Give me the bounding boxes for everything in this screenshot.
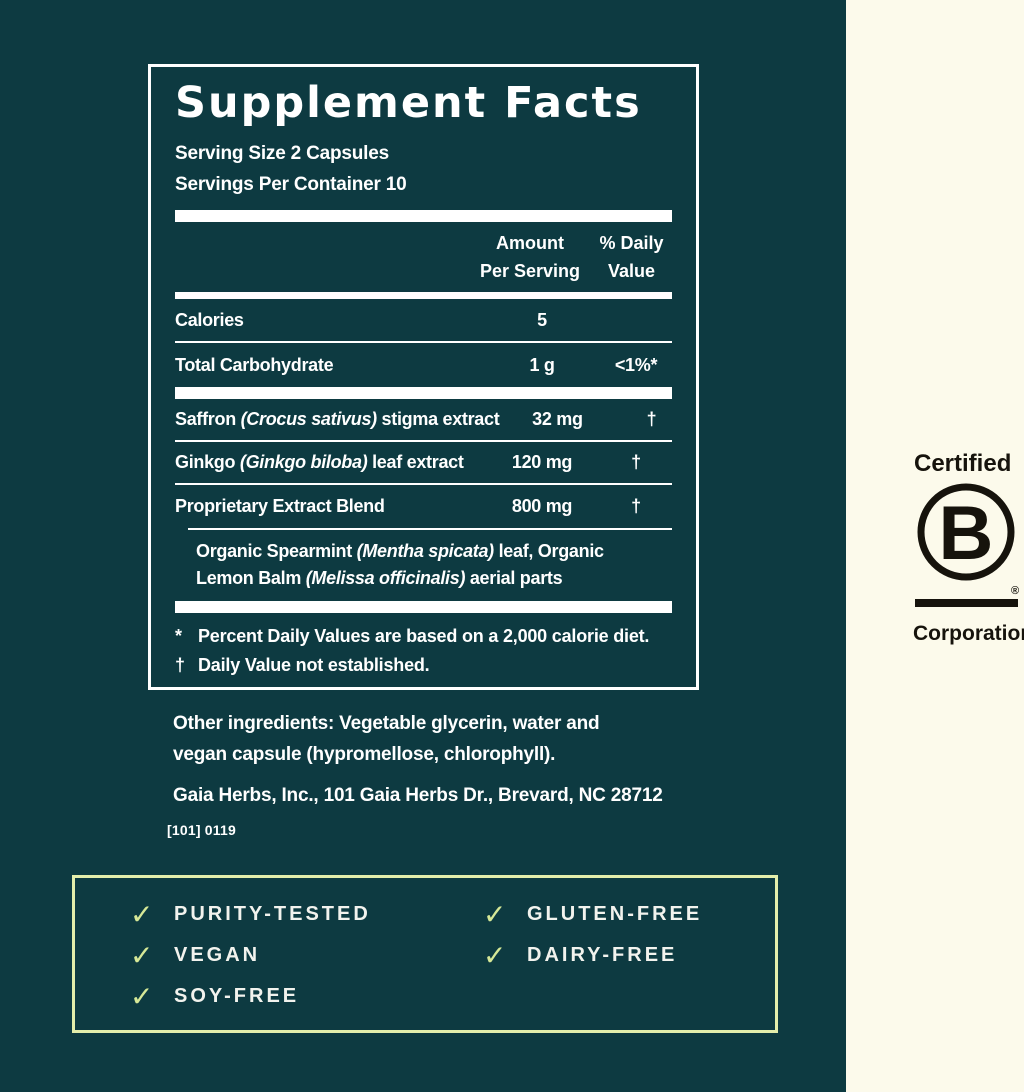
latin-name: (Mentha spicata) xyxy=(356,541,495,562)
servings-per-container-text: Servings Per Container 10 xyxy=(175,174,407,196)
latin-name: (Ginkgo biloba) xyxy=(239,452,368,473)
blend-ingredients: Organic Spearmint (Mentha spicata) leaf,… xyxy=(188,528,672,592)
footnote-asterisk: * xyxy=(175,626,182,647)
nutrient-name: Proprietary Extract Blend xyxy=(175,496,385,517)
separator-bar xyxy=(175,387,672,400)
nutrient-daily-value: <1%* xyxy=(614,354,658,375)
bcorp-logo-svg: Certified B ® Corporation xyxy=(913,450,1024,645)
nutrient-name: Calories xyxy=(175,309,244,330)
check-icon: ✓ xyxy=(130,938,154,972)
other-ingredients: Other ingredients: Vegetable glycerin, w… xyxy=(173,713,600,765)
bcorp-corporation-text: Corporation xyxy=(913,622,1024,645)
certifications-box: ✓ PURITY-TESTED ✓ VEGAN ✓ SOY-FREE ✓ GLU… xyxy=(72,875,778,1033)
row-ginkgo: Ginkgo (Ginkgo biloba) leaf extract 120 … xyxy=(175,442,672,486)
column-header-amount: Amount Per Serving xyxy=(479,233,581,282)
supplement-facts-title: Supplement Facts xyxy=(175,78,642,128)
certifications-column-left: ✓ PURITY-TESTED ✓ VEGAN ✓ SOY-FREE xyxy=(130,894,483,1030)
row-proprietary-blend: Proprietary Extract Blend 800 mg † xyxy=(175,485,672,528)
check-icon: ✓ xyxy=(483,938,507,972)
bcorp-letter-b: B xyxy=(939,491,994,576)
blend-ingredients-line1: Organic Spearmint (Mentha spicata) leaf,… xyxy=(196,541,604,562)
bcorp-logo: Certified B ® Corporation xyxy=(905,440,1024,655)
row-saffron: Saffron (Crocus sativus) stigma extract … xyxy=(175,399,672,443)
row-total-carbohydrate: Total Carbohydrate 1 g <1%* xyxy=(175,343,672,387)
certification-label: GLUTEN-FREE xyxy=(527,903,703,925)
teal-background-panel xyxy=(0,0,846,1092)
certification-label: DAIRY-FREE xyxy=(527,944,678,966)
cream-background-panel xyxy=(846,0,1024,1092)
certification-label: SOY-FREE xyxy=(174,985,300,1007)
certification-gluten-free: ✓ GLUTEN-FREE xyxy=(483,894,702,935)
column-header-daily-value: % Daily Value xyxy=(599,233,664,282)
manufacturer-address: Gaia Herbs, Inc., 101 Gaia Herbs Dr., Br… xyxy=(173,785,663,806)
certification-label: VEGAN xyxy=(174,944,261,966)
blend-ingredients-line2: Lemon Balm (Melissa officinalis) aerial … xyxy=(196,568,563,589)
bcorp-circle xyxy=(917,483,1015,581)
nutrient-amount: 800 mg xyxy=(511,496,573,517)
footnote-percent-daily-value: * Percent Daily Values are based on a 2,… xyxy=(175,622,672,651)
nutrient-amount: 1 g xyxy=(529,354,555,375)
nutrient-name: Saffron (Crocus sativus) stigma extract xyxy=(175,409,500,430)
certification-dairy-free: ✓ DAIRY-FREE xyxy=(483,935,702,976)
footnote-dagger: † xyxy=(175,655,185,676)
footnote-daily-value-not-established: † Daily Value not established. xyxy=(175,651,672,680)
bcorp-bar xyxy=(915,599,1018,607)
check-icon: ✓ xyxy=(483,897,507,931)
below-label-info: Other ingredients: Vegetable glycerin, w… xyxy=(148,708,699,838)
separator-bar xyxy=(175,292,672,300)
nutrient-daily-value: † xyxy=(631,496,641,517)
serving-info: Serving Size 2 Capsules Servings Per Con… xyxy=(175,138,672,200)
lot-code: [101] 0119 xyxy=(167,822,236,838)
certifications-column-right: ✓ GLUTEN-FREE ✓ DAIRY-FREE xyxy=(483,894,702,1030)
separator-bar xyxy=(175,210,672,223)
certification-label: PURITY-TESTED xyxy=(174,903,371,925)
registered-trademark-icon: ® xyxy=(1011,585,1019,597)
bcorp-certified-text: Certified xyxy=(914,450,1011,477)
check-icon: ✓ xyxy=(130,979,154,1013)
column-headers: Amount Per Serving % Daily Value xyxy=(175,222,672,292)
nutrient-daily-value: † xyxy=(631,452,641,473)
footnotes: * Percent Daily Values are based on a 2,… xyxy=(175,613,672,680)
latin-name: (Crocus sativus) xyxy=(240,409,378,430)
supplement-facts-box: Supplement Facts Serving Size 2 Capsules… xyxy=(148,64,699,690)
nutrient-amount: 5 xyxy=(537,309,547,330)
nutrient-daily-value: † xyxy=(646,409,657,430)
serving-size-text: Serving Size 2 Capsules xyxy=(175,143,389,165)
separator-bar xyxy=(175,601,672,614)
nutrient-name: Total Carbohydrate xyxy=(175,354,334,375)
certification-purity-tested: ✓ PURITY-TESTED xyxy=(130,894,483,935)
certification-soy-free: ✓ SOY-FREE xyxy=(130,976,483,1017)
supplement-facts-area: Supplement Facts Serving Size 2 Capsules… xyxy=(148,64,699,838)
nutrient-amount: 120 mg xyxy=(511,452,573,473)
latin-name: (Melissa officinalis) xyxy=(305,568,466,589)
row-calories: Calories 5 xyxy=(175,299,672,344)
nutrient-name: Ginkgo (Ginkgo biloba) leaf extract xyxy=(175,452,464,473)
certification-vegan: ✓ VEGAN xyxy=(130,935,483,976)
nutrient-amount: 32 mg xyxy=(532,409,583,430)
check-icon: ✓ xyxy=(130,897,154,931)
